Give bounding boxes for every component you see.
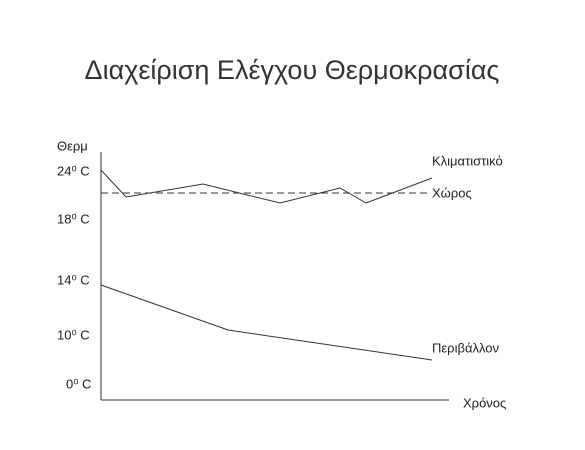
title: Διαχείριση Ελέγχου Θερμοκρασίας	[85, 55, 500, 85]
x-axis-label: Χρόνος	[463, 395, 506, 410]
y-label: 24⁰ C	[57, 163, 90, 178]
y-label: 14⁰ C	[57, 272, 90, 287]
y-axis-label: Θερμ	[57, 138, 88, 153]
line-label: Περιβάλλον	[432, 340, 499, 355]
ac-line	[100, 169, 433, 204]
y-label: 10⁰ C	[57, 327, 90, 342]
line-label: Κλιματιστικό	[432, 153, 503, 168]
environment-line	[100, 284, 433, 361]
y-label: 0⁰ C	[66, 376, 91, 391]
line-label: Χώρος	[432, 185, 472, 200]
y-label: 18⁰ C	[57, 211, 90, 226]
